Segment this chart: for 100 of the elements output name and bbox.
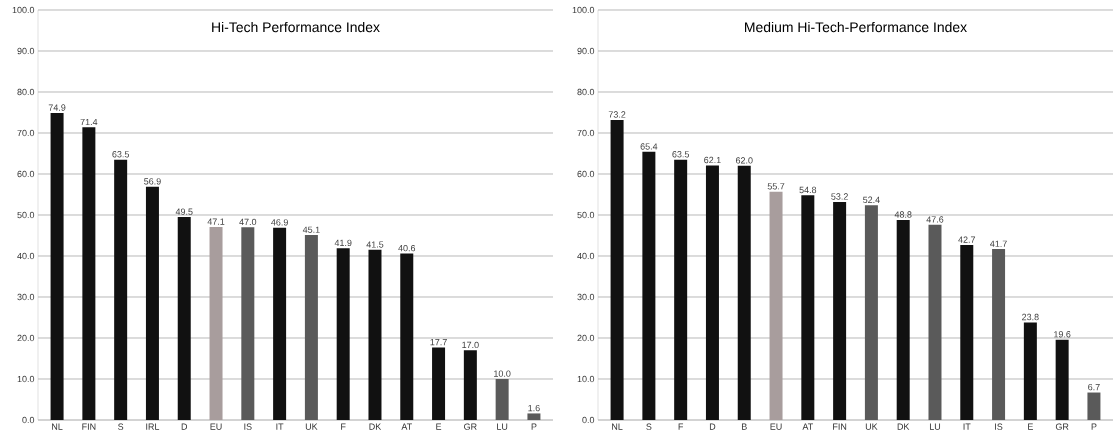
data-label: 47.1 xyxy=(207,218,225,225)
x-tick-label: AT xyxy=(401,423,412,430)
x-tick-label: S xyxy=(646,423,652,430)
data-label: 10.0 xyxy=(494,370,511,377)
x-tick-label: LU xyxy=(929,423,941,430)
y-tick-label: 80.0 xyxy=(577,88,595,96)
text: Hi-Tech Performance Index xyxy=(212,21,380,33)
data-label: 65.4 xyxy=(640,143,658,150)
bar xyxy=(928,224,942,420)
x-tick-label: NL xyxy=(52,423,63,430)
bar xyxy=(304,235,318,420)
data-label: 74.9 xyxy=(48,104,66,111)
x-tick-label: F xyxy=(678,423,684,430)
x-tick-label: UK xyxy=(305,423,318,430)
x-tick-label: AT xyxy=(802,423,814,430)
bar xyxy=(801,195,815,420)
data-label: 48.8 xyxy=(894,211,912,218)
data-label: 41.7 xyxy=(990,240,1007,247)
data-label: 42.7 xyxy=(958,236,976,243)
data-label: 63.5 xyxy=(672,151,690,158)
bar xyxy=(960,244,974,420)
y-tick-label: 100.0 xyxy=(12,6,35,14)
data-label: 55.7 xyxy=(767,183,785,190)
x-tick-label: S xyxy=(118,423,124,430)
y-tick-label: 30.0 xyxy=(17,293,35,301)
bar xyxy=(50,112,64,420)
data-label: 23.8 xyxy=(1022,313,1039,321)
data-label: 6.7 xyxy=(1088,383,1100,391)
bar xyxy=(432,347,446,420)
x-tick-label: UK xyxy=(865,423,878,430)
data-label: 52.4 xyxy=(863,196,880,203)
x-tick-label: IT xyxy=(963,423,971,430)
data-label: 62.0 xyxy=(735,157,753,164)
y-tick-label: 50.0 xyxy=(577,211,595,219)
y-tick-label: 90.0 xyxy=(577,47,595,55)
y-tick-label: 10.0 xyxy=(577,375,595,383)
x-tick-label: IRL xyxy=(146,423,160,430)
bar xyxy=(642,151,656,420)
y-tick-label: 0.0 xyxy=(582,416,595,424)
y-tick-label: 60.0 xyxy=(17,170,35,178)
bar xyxy=(737,165,751,420)
x-tick-label: DK xyxy=(369,423,382,430)
data-label: 47.6 xyxy=(926,216,944,223)
bar xyxy=(145,186,159,420)
bar xyxy=(463,350,477,420)
y-tick-label: 20.0 xyxy=(17,334,35,342)
bar xyxy=(273,227,287,420)
bar xyxy=(82,127,96,420)
y-tick-label: 10.0 xyxy=(17,375,35,383)
data-label: 47.0 xyxy=(239,218,257,226)
bar xyxy=(527,413,541,420)
bar xyxy=(114,159,128,420)
x-tick-label: E xyxy=(1028,423,1033,430)
y-tick-label: 100.0 xyxy=(572,6,595,14)
x-tick-label: D xyxy=(181,423,188,430)
x-tick-label: P xyxy=(1091,423,1097,430)
data-label: 19.6 xyxy=(1054,331,1071,338)
data-label: 62.1 xyxy=(704,156,721,164)
y-tick-label: 70.0 xyxy=(577,129,595,137)
y-tick-label: 50.0 xyxy=(17,211,35,219)
x-tick-label: FIN xyxy=(82,423,96,430)
data-label: 54.8 xyxy=(799,186,817,194)
data-label: 49.5 xyxy=(175,208,193,215)
data-label: 63.5 xyxy=(112,151,129,158)
data-label: 71.4 xyxy=(80,118,98,126)
x-tick-label: EU xyxy=(770,423,782,430)
x-tick-label: DK xyxy=(897,423,910,430)
data-label: 17.0 xyxy=(462,341,479,349)
x-tick-label: P xyxy=(531,423,537,430)
x-tick-label: EU xyxy=(210,423,222,430)
data-label: 53.2 xyxy=(831,193,848,200)
data-label: 17.7 xyxy=(430,339,447,346)
bar xyxy=(336,248,350,420)
bar xyxy=(400,253,414,420)
bar xyxy=(896,219,910,420)
data-label: 56.9 xyxy=(144,178,161,185)
y-tick-label: 40.0 xyxy=(577,252,595,260)
data-label: 41.9 xyxy=(334,239,352,247)
data-label: 45.1 xyxy=(302,226,320,233)
y-tick-label: 30.0 xyxy=(577,293,595,301)
bar xyxy=(495,379,509,420)
bar xyxy=(864,205,878,420)
y-tick-label: 80.0 xyxy=(17,88,35,96)
y-tick-label: 60.0 xyxy=(577,170,595,178)
x-tick-label: E xyxy=(436,423,442,430)
y-tick-label: 70.0 xyxy=(17,129,35,137)
bar xyxy=(674,159,688,420)
data-label: 46.9 xyxy=(271,219,288,226)
x-tick-label: D xyxy=(709,423,716,430)
bar xyxy=(705,165,719,420)
x-tick-label: GR xyxy=(1055,423,1069,430)
y-tick-label: 0.0 xyxy=(22,416,35,424)
x-tick-label: FIN xyxy=(833,423,847,430)
bar xyxy=(610,119,624,420)
x-tick-label: GR xyxy=(464,423,477,430)
y-tick-label: 20.0 xyxy=(577,334,595,342)
x-tick-label: IS xyxy=(244,423,252,430)
x-tick-label: NL xyxy=(612,423,623,430)
bar xyxy=(1023,322,1037,420)
data-label: 1.6 xyxy=(528,404,540,412)
